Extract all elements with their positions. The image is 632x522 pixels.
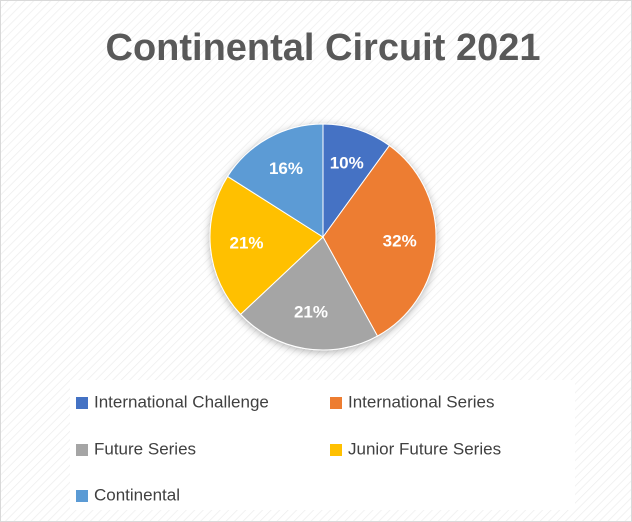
- data-label: 21%: [294, 302, 328, 321]
- legend-swatch: [330, 444, 342, 456]
- legend-label: International Series: [348, 392, 494, 411]
- legend-label: Future Series: [94, 439, 196, 458]
- pie-slice: [322, 123, 391, 239]
- data-label: 10%: [330, 153, 364, 172]
- legend-swatch: [76, 490, 88, 502]
- data-label: 16%: [269, 159, 303, 178]
- chart-title: Continental Circuit 2021: [106, 27, 541, 69]
- pie-slice: [322, 144, 437, 337]
- pie-slice: [226, 123, 324, 238]
- data-label: 21%: [229, 234, 263, 253]
- legend-label: Junior Future Series: [348, 439, 501, 458]
- data-label: 32%: [383, 231, 417, 250]
- legend-label: Continental: [94, 485, 180, 504]
- legend-swatch: [330, 397, 342, 409]
- pie: [209, 123, 437, 351]
- pie-slice: [209, 175, 324, 316]
- legend-box: [70, 380, 575, 510]
- legend-label: International Challenge: [94, 392, 269, 411]
- legend-swatch: [76, 444, 88, 456]
- pie-slice: [239, 236, 379, 351]
- legend-swatch: [76, 397, 88, 409]
